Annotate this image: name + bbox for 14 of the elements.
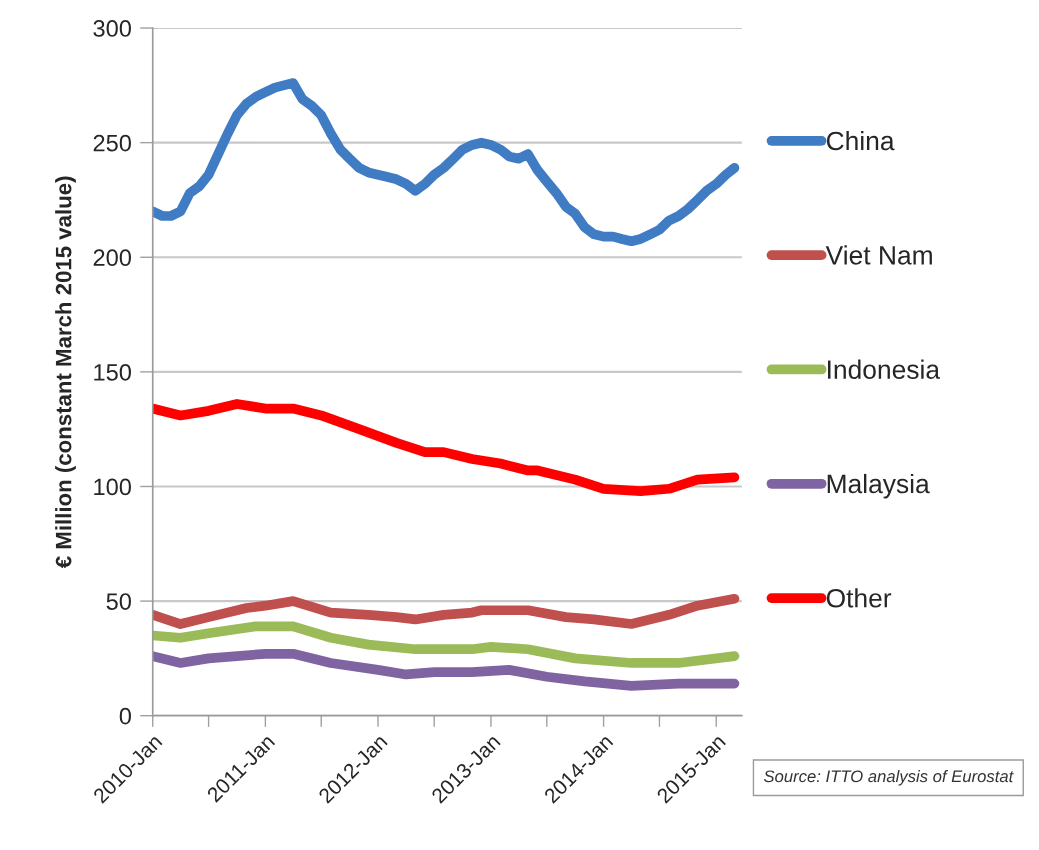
legend-label: Malaysia: [827, 473, 930, 499]
y-axis-title: € Million (constant March 2015 value): [55, 176, 76, 569]
y-tick-label: 100: [94, 478, 131, 496]
legend-label: Other: [826, 588, 892, 608]
legend-label: Indonesia: [828, 359, 941, 379]
y-tick-label: 50: [106, 593, 131, 610]
y-tick-label: 200: [93, 249, 131, 267]
y-tick-label: 250: [93, 134, 131, 152]
y-tick-label: 150: [94, 363, 131, 381]
source-note: Source: ITTO analysis of Eurostat: [763, 769, 1014, 786]
y-tick-label: 300: [93, 20, 131, 37]
y-tick-label: 0: [119, 707, 131, 725]
legend-label: China: [826, 130, 895, 151]
legend-label: Viet Nam: [825, 245, 932, 265]
